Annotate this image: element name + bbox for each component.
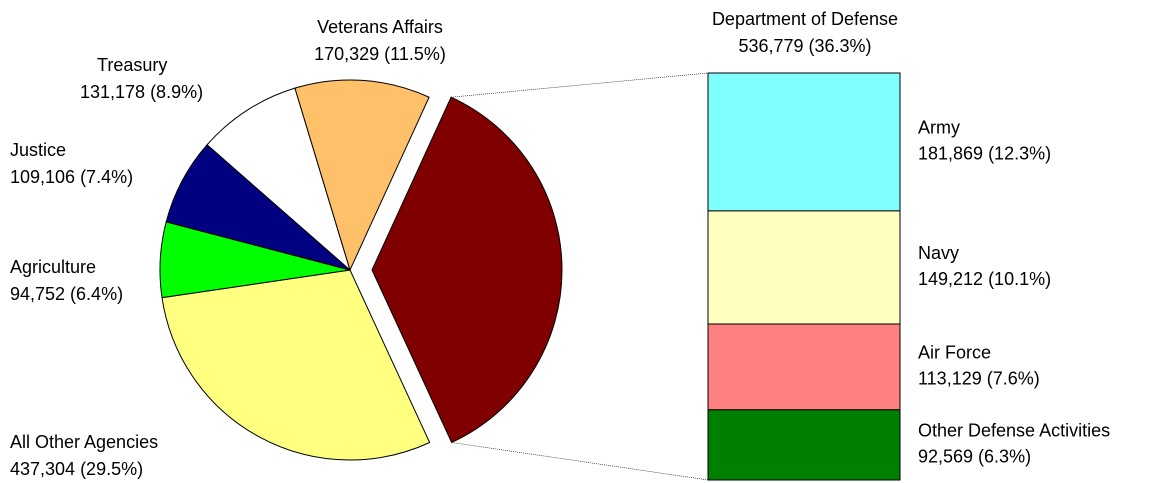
segment-value: 92,569 (6.3%): [918, 447, 1031, 467]
segment-label: Air Force: [918, 343, 991, 363]
slice-value: 437,304 (29.5%): [10, 459, 143, 479]
connector: [451, 442, 709, 481]
segment-value: 181,869 (12.3%): [918, 144, 1051, 164]
slice-value: 109,106 (7.4%): [10, 167, 133, 187]
segment-value: 113,129 (7.6%): [918, 369, 1040, 389]
bar-segment: [707, 409, 901, 481]
slice-value: 170,329 (11.5%): [314, 44, 446, 64]
segment-label: Other Defense Activities: [918, 421, 1110, 441]
segment-value: 149,212 (10.1%): [918, 269, 1051, 289]
pie-slice: [161, 269, 431, 461]
slice-label: Treasury: [97, 55, 167, 75]
pie-slice: [371, 96, 563, 444]
segment-label: Army: [918, 118, 960, 138]
slice-value: 94,752 (6.4%): [10, 284, 123, 304]
bar-segment: [707, 210, 901, 325]
pie-slice: [206, 87, 351, 272]
connector: [451, 72, 709, 98]
bar-segment: [707, 72, 901, 212]
slice-label: Department of Defense: [712, 9, 898, 29]
slice-value: 536,779 (36.3%): [738, 36, 871, 56]
slice-label: Justice: [10, 140, 66, 160]
slice-value: 131,178 (8.9%): [80, 82, 203, 102]
slice-label: Veterans Affairs: [317, 17, 443, 37]
slice-label: Agriculture: [10, 257, 96, 277]
slice-label: All Other Agencies: [10, 432, 158, 452]
bar-segment: [707, 323, 901, 411]
pie-slice: [294, 79, 430, 272]
segment-label: Navy: [918, 243, 959, 263]
